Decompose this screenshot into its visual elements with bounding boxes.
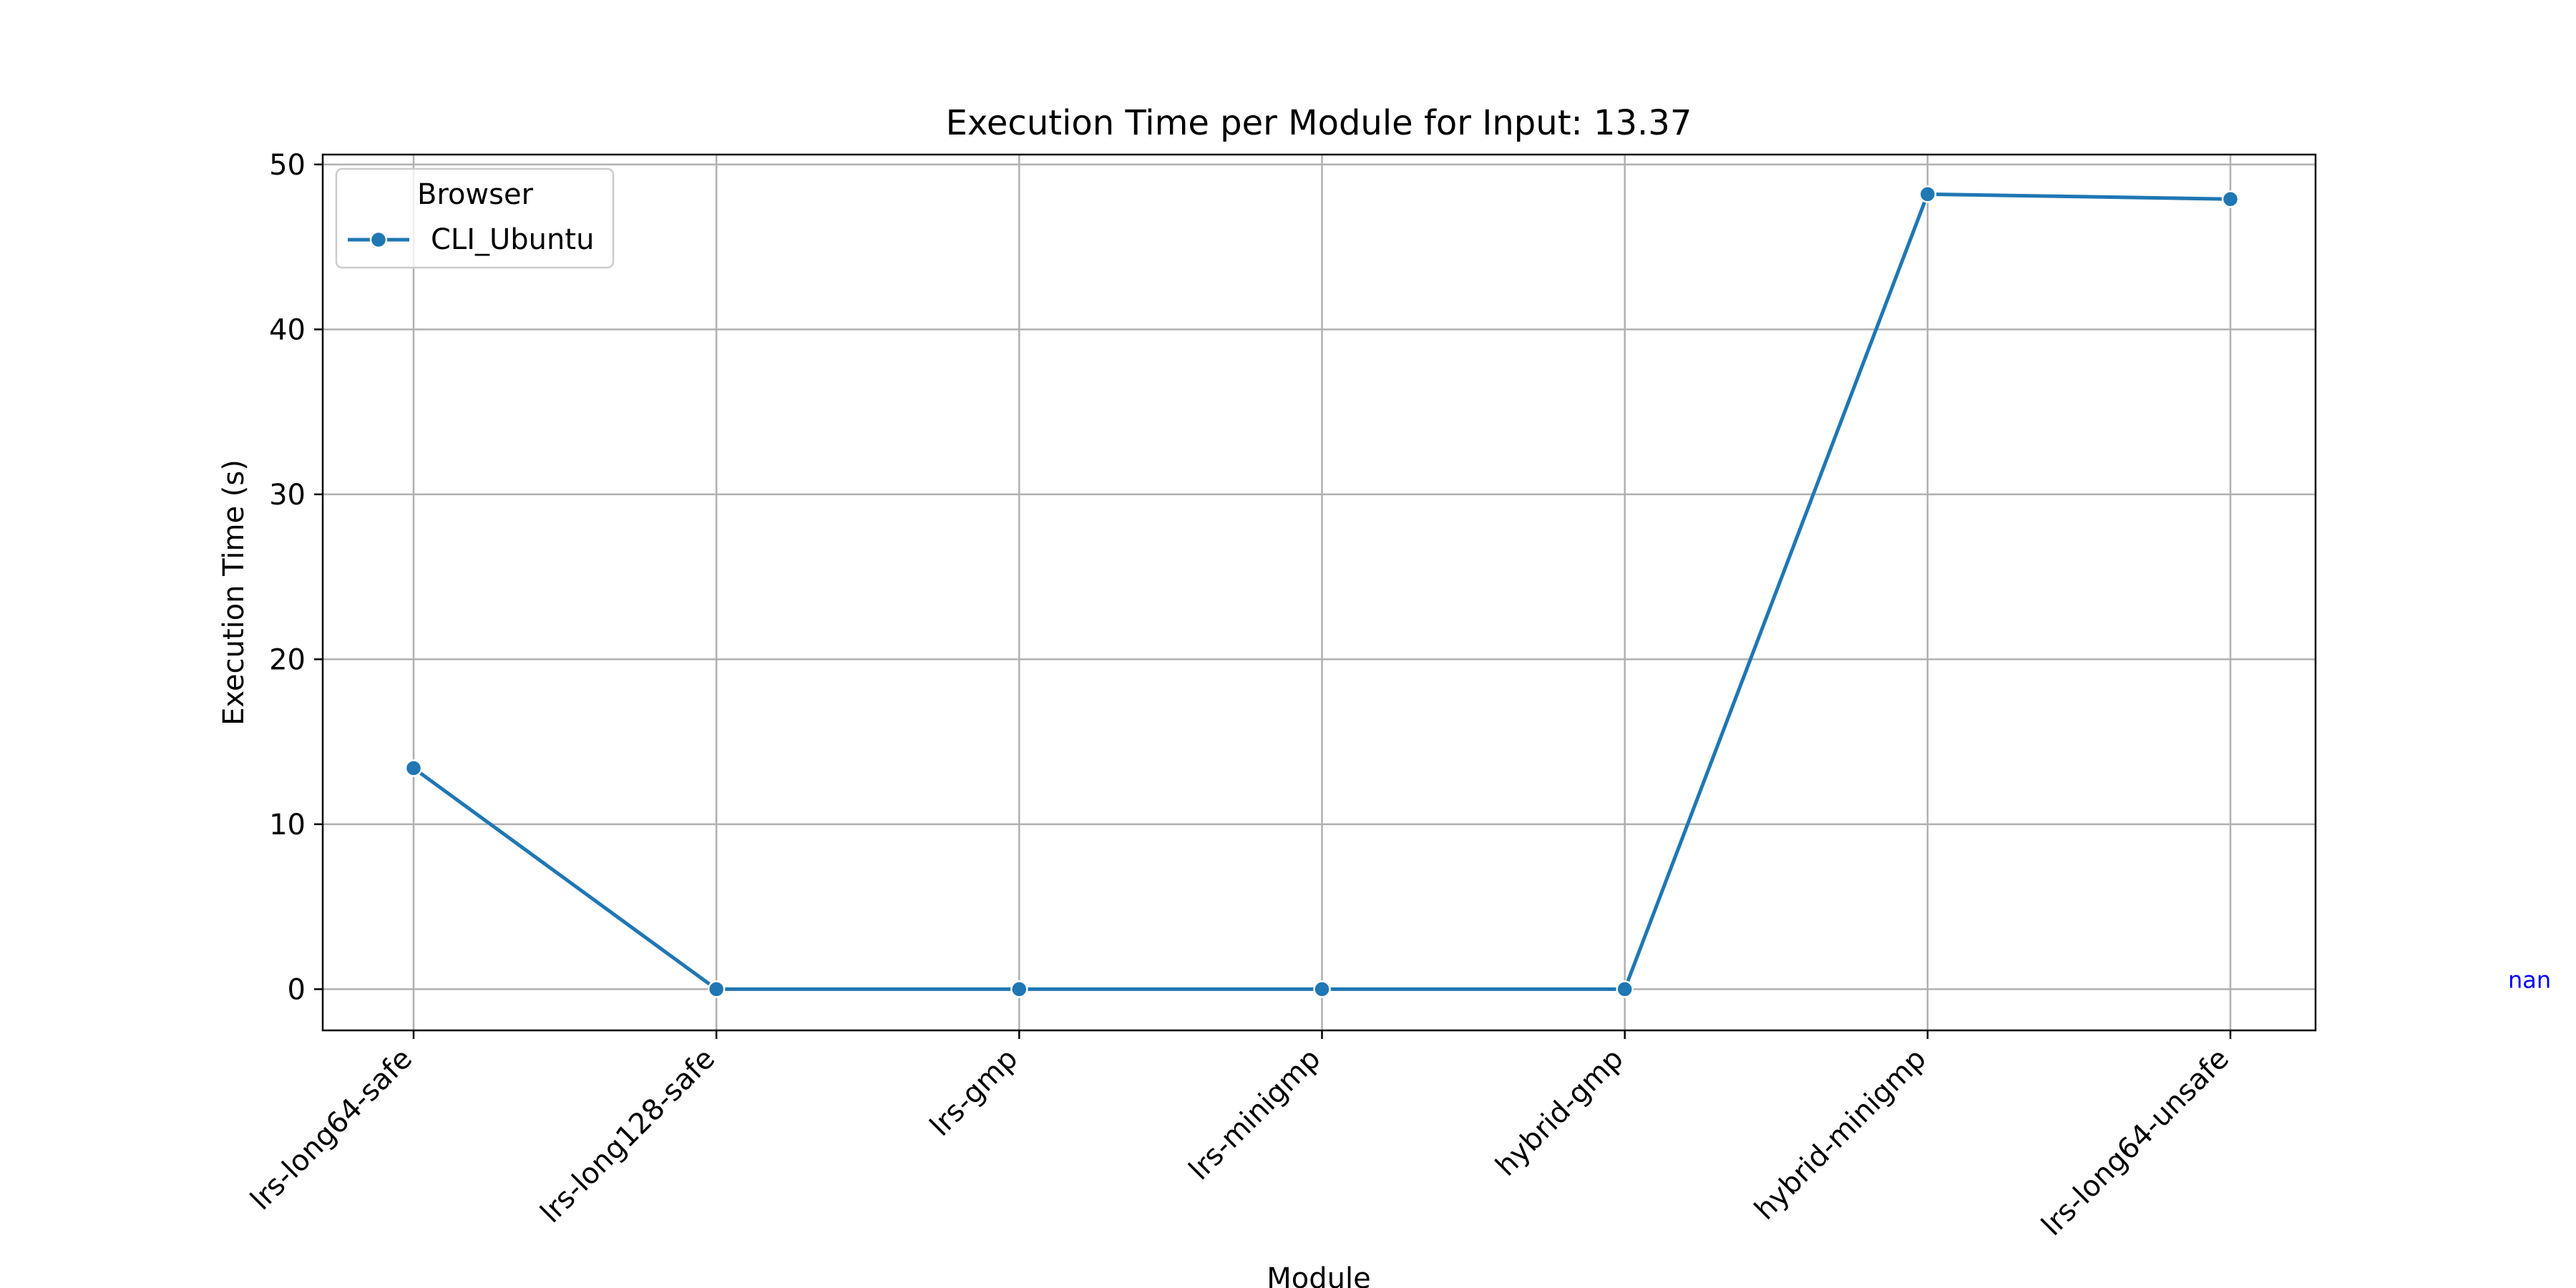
y-tick-label: 50 (269, 149, 306, 182)
x-axis-label: Module (1267, 1262, 1370, 1288)
data-point (1616, 980, 1634, 998)
legend: Browser CLI_Ubuntu (335, 167, 615, 269)
y-tick-label: 30 (269, 479, 306, 512)
data-point (707, 980, 726, 998)
plot-frame (321, 153, 2317, 1032)
data-point (1010, 980, 1028, 998)
y-axis-ticks: 0 10 20 30 40 50 (269, 149, 323, 1006)
data-point (2221, 190, 2240, 208)
grid-lines (323, 155, 2316, 1030)
nan-annotation: nan (2508, 966, 2551, 993)
data-point (1313, 980, 1331, 998)
legend-series-marker (369, 230, 388, 249)
y-tick-label: 20 (269, 643, 306, 676)
y-tick-label: 40 (269, 313, 306, 346)
data-point (404, 759, 423, 777)
data-point (1918, 185, 1937, 203)
y-axis-label: Execution Time (s) (218, 459, 250, 726)
legend-title: Browser (417, 178, 534, 211)
series-layer (404, 185, 2240, 998)
legend-series-label: CLI_Ubuntu (431, 223, 594, 256)
y-tick-label: 10 (269, 809, 306, 841)
y-tick-label: 0 (288, 973, 306, 1006)
legend-box (335, 167, 615, 269)
chart-title: Execution Time per Module for Input: 13.… (946, 103, 1692, 143)
